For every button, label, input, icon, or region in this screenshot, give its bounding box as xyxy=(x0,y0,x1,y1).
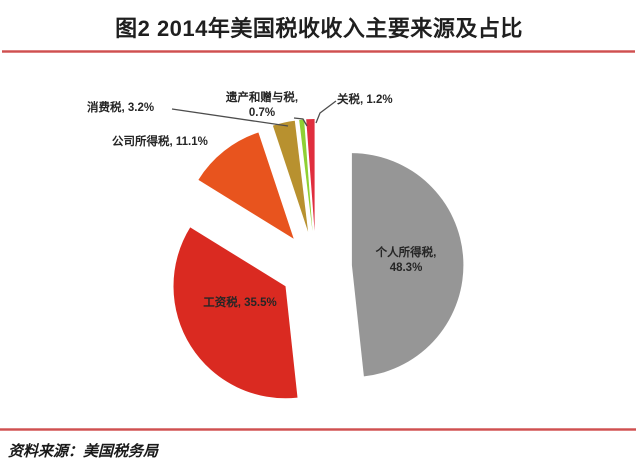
leader-line-estate-gift-tax xyxy=(293,117,308,127)
label-tariff-line1: 关税, 1.2% xyxy=(337,94,393,106)
pie-slice-personal-income-tax xyxy=(351,153,464,377)
label-estate-gift-tax-line1: 遗产和赠与税, xyxy=(225,92,299,104)
label-payroll-tax-line1: 工资税, 35.5% xyxy=(203,297,277,309)
pie-slice-tariff xyxy=(306,118,315,231)
label-estate-gift-tax: 遗产和赠与税, 0.7% xyxy=(212,91,312,121)
label-personal-income-tax-line2: 48.3% xyxy=(389,262,423,274)
label-corporate-income-tax: 公司所得税, 11.1% xyxy=(112,135,208,150)
label-payroll-tax: 工资税, 35.5% xyxy=(170,296,310,311)
pie-slices xyxy=(173,118,464,399)
label-estate-gift-tax-line2: 0.7% xyxy=(248,107,276,119)
chart-title: 图2 2014年美国税收收入主要来源及占比 xyxy=(115,16,523,41)
pie-slice-corporate-income-tax xyxy=(198,132,294,239)
leader-line-consumption-tax xyxy=(171,108,289,127)
label-tariff: 关税, 1.2% xyxy=(337,93,393,108)
pie-slice-estate-gift-tax xyxy=(299,119,313,232)
label-corporate-income-tax-line1: 公司所得税, 11.1% xyxy=(112,136,208,148)
title-divider-line xyxy=(2,50,635,53)
pie-slice-consumption-tax xyxy=(272,120,309,232)
pie-slice-payroll-tax xyxy=(173,227,298,399)
footer-divider-line xyxy=(0,428,636,431)
label-consumption-tax-line1: 消费税, 3.2% xyxy=(87,102,155,114)
label-personal-income-tax-line1: 个人所得税, xyxy=(375,247,437,259)
label-personal-income-tax: 个人所得税, 48.3% xyxy=(340,246,472,276)
label-consumption-tax: 消费税, 3.2% xyxy=(87,101,154,116)
leader-line-tariff xyxy=(315,100,337,124)
source-note: 资料来源：美国税务局 xyxy=(8,443,159,460)
